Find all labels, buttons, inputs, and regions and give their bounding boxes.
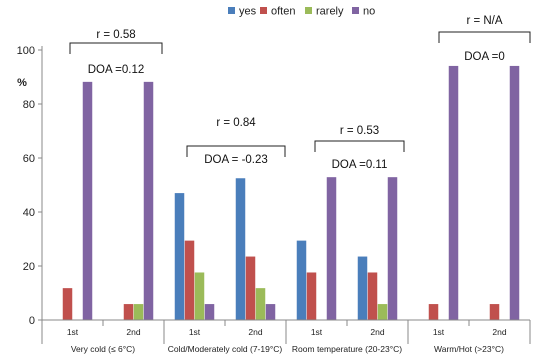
bar-rarely-5 bbox=[377, 304, 388, 320]
group-label: Warm/Hot (>23°C) bbox=[434, 344, 504, 354]
bar-rarely-3 bbox=[255, 288, 266, 320]
group-label: Room temperature (20-23°C) bbox=[292, 344, 402, 354]
bar-rarely-1 bbox=[133, 304, 144, 320]
bar-yes-4 bbox=[296, 240, 307, 320]
legend-swatch-often bbox=[260, 7, 267, 14]
doa-label: DOA = -0.23 bbox=[204, 154, 268, 166]
x-tick-label: 2nd bbox=[370, 327, 384, 337]
y-axis-label: % bbox=[17, 77, 27, 89]
x-tick-label: 2nd bbox=[492, 327, 506, 337]
correlation-bracket bbox=[69, 42, 163, 54]
doa-label: DOA =0.12 bbox=[88, 64, 145, 76]
bar-often-5 bbox=[367, 272, 378, 320]
bar-rarely-2 bbox=[194, 272, 205, 320]
bar-no-5 bbox=[387, 177, 398, 320]
group-label: Cold/Moderately cold (7-19°C) bbox=[168, 344, 283, 354]
bar-often-4 bbox=[306, 272, 317, 320]
legend-swatch-yes bbox=[228, 7, 235, 14]
correlation-bracket bbox=[314, 140, 405, 152]
y-axis: 0 20 40 60 80 100% bbox=[17, 45, 43, 327]
y-tick-label: 60 bbox=[23, 153, 35, 165]
x-tick-label: 1st bbox=[311, 327, 323, 337]
y-tick-label: 20 bbox=[23, 261, 35, 273]
bar-often-1 bbox=[123, 304, 134, 320]
bar-yes-5 bbox=[357, 256, 368, 320]
legend-swatch-rarely bbox=[305, 7, 312, 14]
bar-no-2 bbox=[204, 304, 215, 320]
y-tick-label: 100 bbox=[17, 45, 35, 57]
bar-often-3 bbox=[245, 256, 256, 320]
x-tick-label: 2nd bbox=[126, 327, 140, 337]
legend-swatch-no bbox=[352, 7, 359, 14]
bar-often-0 bbox=[62, 288, 73, 320]
bar-yes-2 bbox=[174, 193, 185, 320]
bar-often-7 bbox=[489, 304, 500, 320]
bar-no-4 bbox=[326, 177, 337, 320]
legend-label-rarely: rarely bbox=[316, 6, 344, 18]
doa-label: DOA =0.11 bbox=[332, 159, 388, 171]
doa-label: DOA =0 bbox=[464, 51, 505, 63]
bar-no-0 bbox=[82, 81, 93, 320]
legend-label-yes: yes bbox=[239, 6, 257, 18]
bar-no-1 bbox=[143, 81, 154, 320]
bar-no-3 bbox=[265, 304, 276, 320]
y-tick-label: 0 bbox=[29, 315, 35, 327]
bar-often-2 bbox=[184, 240, 195, 320]
bar-no-7 bbox=[509, 65, 520, 321]
bar-no-6 bbox=[448, 65, 459, 321]
y-tick-label: 80 bbox=[23, 99, 35, 111]
bar-often-6 bbox=[428, 304, 439, 320]
legend-label-no: no bbox=[363, 6, 375, 18]
x-axis: 1st 2nd 1st 2nd 1st 2nd 1st 2nd Very cold (≤ 6°C… bbox=[41, 319, 531, 354]
x-tick-label: 1st bbox=[189, 327, 201, 337]
legend-label-often: often bbox=[271, 6, 295, 18]
group-label: Very cold (≤ 6°C) bbox=[71, 344, 135, 354]
correlation-bracket bbox=[186, 145, 286, 157]
x-tick-label: 2nd bbox=[248, 327, 262, 337]
bars bbox=[62, 65, 520, 321]
correlation-label: r = 0.84 bbox=[216, 117, 256, 129]
x-tick-label: 1st bbox=[67, 327, 79, 337]
annotations: r = 0.58 DOA =0.12 r = 0.84 DOA = -0.23 r = … bbox=[69, 15, 531, 171]
correlation-bracket bbox=[438, 31, 531, 43]
x-tick-label: 1st bbox=[433, 327, 445, 337]
correlation-label: r = 0.58 bbox=[96, 29, 135, 41]
y-tick-label: 40 bbox=[23, 207, 35, 219]
correlation-label: r = N/A bbox=[466, 15, 502, 27]
correlation-label: r = 0.53 bbox=[340, 125, 379, 137]
legend: yes often rarely no bbox=[228, 6, 375, 18]
bar-yes-3 bbox=[235, 178, 246, 320]
